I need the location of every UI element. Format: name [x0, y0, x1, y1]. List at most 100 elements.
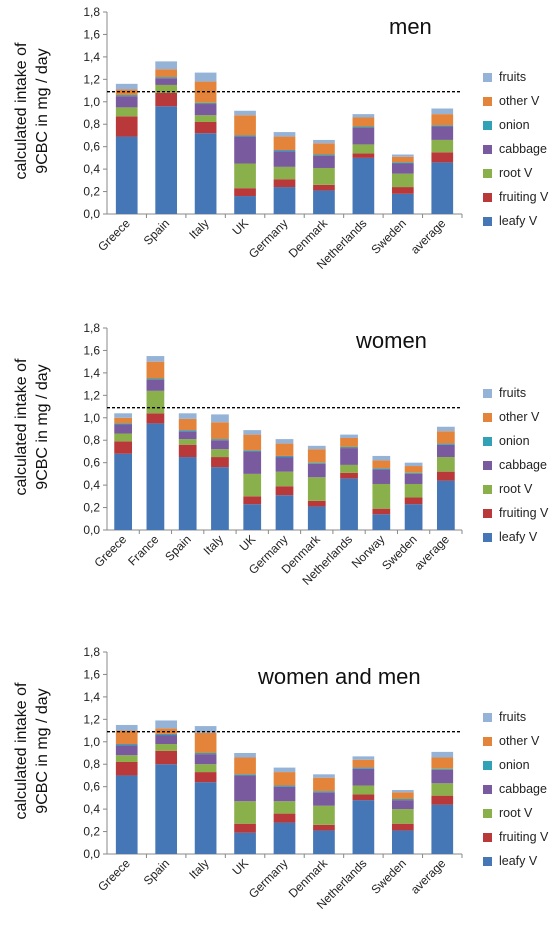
y-tick-label: 0,4 [83, 162, 100, 176]
legend-swatch [483, 760, 492, 770]
y-tick-label: 0,8 [83, 757, 100, 771]
x-tick-label: Sweden [368, 856, 409, 897]
legend-item-fruits: fruits [483, 709, 526, 725]
legend-swatch [483, 508, 492, 518]
bar-segment-leafy-v [340, 478, 358, 530]
bar-segment-fruiting-v [211, 457, 229, 468]
y-tick-label: 0,0 [83, 523, 100, 537]
bar-segment-root-v [436, 457, 455, 472]
bar-segment-fruits [313, 774, 335, 778]
chart-panel-women-and-men: calculated intake of 9CBC in mg / day wo… [0, 640, 550, 940]
bar-segment-fruits [352, 756, 375, 760]
bar-segment-onion [194, 753, 217, 755]
bar-segment-cabbage [155, 735, 178, 745]
y-tick-label: 0,8 [83, 433, 100, 447]
y-tick-label: 1,0 [83, 411, 100, 425]
bar-segment-root-v [273, 166, 296, 180]
legend-swatch [483, 532, 492, 542]
bar-segment-leafy-v [211, 467, 229, 530]
x-tick-label: average [408, 216, 449, 257]
bar-segment-leafy-v [234, 832, 256, 854]
legend-item-fruits: fruits [483, 69, 526, 85]
bar-segment-leafy-v [178, 457, 197, 530]
bar-segment-other-v [404, 466, 423, 473]
bar-segment-cabbage [404, 473, 423, 484]
legend-label: onion [499, 118, 530, 132]
bar-segment-other-v [313, 777, 335, 792]
legend-item-onion: onion [483, 757, 530, 773]
legend-label: leafy V [499, 214, 538, 228]
y-tick-label: 1,8 [83, 5, 100, 19]
bar-segment-fruiting-v [114, 441, 133, 454]
bar-segment-onion [431, 125, 454, 127]
bar-segment-other-v [234, 757, 256, 775]
bar-segment-fruiting-v [391, 187, 414, 194]
bar-segment-cabbage [115, 745, 138, 756]
bar-segment-fruits [114, 413, 133, 418]
bar-segment-cabbage [431, 769, 454, 784]
bar-segment-root-v [340, 464, 358, 473]
legend-swatch [483, 832, 492, 842]
legend-item-cabbage: cabbage [483, 781, 547, 797]
bar-segment-root-v [178, 439, 197, 445]
bar-segment-root-v [372, 483, 391, 509]
y-tick-label: 1,6 [83, 343, 100, 357]
bar-segment-leafy-v [307, 506, 326, 530]
legend-item-cabbage: cabbage [483, 141, 547, 157]
bar-segment-root-v [211, 449, 229, 458]
bar-segment-leafy-v [115, 136, 138, 214]
bar-segment-fruiting-v [234, 823, 256, 833]
legend-item-leafy-v: leafy V [483, 853, 537, 869]
bar-segment-root-v [313, 167, 335, 185]
legend-label: fruits [499, 710, 527, 724]
bar-segment-fruiting-v [431, 795, 454, 805]
bar-segment-root-v [431, 139, 454, 153]
legend-label: other V [499, 410, 540, 424]
bar-segment-fruiting-v [313, 824, 335, 831]
x-tick-label: Italy [201, 532, 226, 557]
bar-segment-onion [307, 462, 326, 464]
bar-segment-leafy-v [155, 764, 178, 854]
bar-segment-fruiting-v [243, 496, 262, 505]
bar-segment-leafy-v [436, 480, 455, 530]
bar-segment-leafy-v [243, 504, 262, 530]
bar-segment-onion [115, 95, 138, 97]
bar-segment-fruiting-v [273, 813, 296, 823]
legend-item-fruits: fruits [483, 385, 526, 401]
y-tick-label: 1,0 [83, 735, 100, 749]
x-tick-label: Germany [246, 216, 291, 261]
bar-segment-root-v [155, 744, 178, 751]
legend-item-onion: onion [483, 117, 530, 133]
y-tick-label: 0,4 [83, 478, 100, 492]
bar-segment-cabbage [243, 451, 262, 474]
bar-segment-root-v [234, 801, 256, 824]
y-tick-label: 1,6 [83, 667, 100, 681]
bar-segment-onion [243, 450, 262, 452]
bar-segment-fruits [391, 154, 414, 157]
legend-swatch [483, 784, 492, 794]
bar-segment-fruits [211, 414, 229, 423]
chart-plot: 0,0 0,2 0,4 0,6 0,8 1,0 1,2 1,4 1,6 1,8 GreeceFran… [83, 321, 463, 588]
legend-label: fruiting V [499, 506, 549, 520]
bar-segment-other-v [243, 434, 262, 451]
bar-segment-root-v [243, 473, 262, 497]
x-tick-label: Greece [95, 856, 133, 894]
bar-segment-cabbage [273, 786, 296, 802]
bar-segment-onion [115, 744, 138, 746]
bar-segment-fruits [431, 751, 454, 758]
bar-segment-other-v [275, 443, 294, 456]
chart-panel-men: calculated intake of 9CBC in mg / day me… [0, 0, 550, 300]
bar-segment-cabbage [340, 448, 358, 465]
y-tick-label: 1,2 [83, 388, 100, 402]
legend-swatch [483, 192, 492, 202]
y-tick-label: 0,0 [83, 207, 100, 221]
bar-segment-fruits [178, 413, 197, 419]
bar-segment-fruits [234, 753, 256, 758]
bar-segment-fruiting-v [313, 184, 335, 191]
bar-segment-root-v [352, 785, 375, 795]
bar-segment-onion [431, 768, 454, 770]
bar-segment-onion [273, 785, 296, 787]
y-tick-label: 1,4 [83, 50, 100, 64]
x-tick-label: UK [229, 216, 251, 238]
bar-segment-fruits [115, 724, 138, 731]
